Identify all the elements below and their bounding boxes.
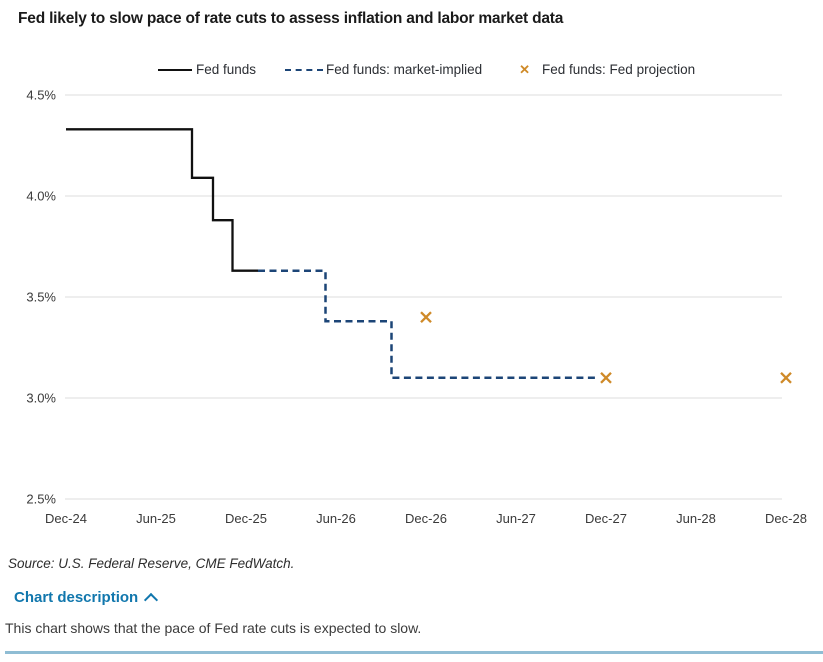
- fed-projection-marker: [420, 311, 432, 324]
- chart-description-label: Chart description: [14, 589, 139, 606]
- x-axis-tick-label: Dec-27: [585, 511, 627, 526]
- legend-label: Fed funds: Fed projection: [542, 62, 696, 77]
- chart-legend: Fed funds Fed funds: market-implied Fed …: [158, 62, 695, 77]
- dashed-line-swatch-icon: [285, 68, 324, 71]
- x-axis-tick-label: Jun-28: [676, 511, 716, 526]
- bottom-divider: [5, 651, 823, 654]
- x-axis-tick-label: Jun-26: [316, 511, 356, 526]
- chart-description-toggle[interactable]: Chart description: [14, 589, 159, 608]
- x-axis-tick-label: Jun-27: [496, 511, 536, 526]
- y-axis-tick-label: 3.0%: [26, 391, 56, 406]
- y-axis-tick-label: 4.5%: [26, 88, 56, 103]
- legend-item-fed-funds: Fed funds: [158, 62, 256, 77]
- y-axis-tick-label: 3.5%: [26, 290, 56, 305]
- source-note: Source: U.S. Federal Reserve, CME FedWat…: [8, 556, 295, 571]
- legend-label: Fed funds: [196, 62, 257, 77]
- legend-item-market-implied: Fed funds: market-implied: [285, 62, 482, 77]
- y-axis-tick-label: 2.5%: [26, 492, 56, 507]
- fed-projection-marker: [780, 371, 792, 384]
- legend-item-fed-projection: Fed funds: Fed projection: [519, 62, 695, 77]
- chevron-up-icon: [144, 592, 159, 608]
- fed-funds-chart: 4.5% 4.0% 3.5% 3.0% 2.5% Dec-24 Jun-25 Dec-25 Ju…: [26, 88, 807, 527]
- solid-line-swatch-icon: [158, 68, 192, 71]
- chart-title: Fed likely to slow pace of rate cuts to …: [18, 10, 564, 27]
- x-axis-tick-label: Dec-28: [765, 511, 807, 526]
- x-axis-tick-label: Dec-24: [45, 511, 87, 526]
- fed-projection-marker: [600, 371, 612, 384]
- legend-label: Fed funds: market-implied: [326, 62, 483, 77]
- chart-description-text: This chart shows that the pace of Fed ra…: [5, 620, 422, 636]
- market-implied-line: [258, 269, 597, 380]
- x-axis-tick-label: Dec-25: [225, 511, 267, 526]
- x-axis-tick-label: Jun-25: [136, 511, 176, 526]
- fed-funds-line: [66, 128, 258, 272]
- x-axis-tick-label: Dec-26: [405, 511, 447, 526]
- y-axis-tick-label: 4.0%: [26, 189, 56, 204]
